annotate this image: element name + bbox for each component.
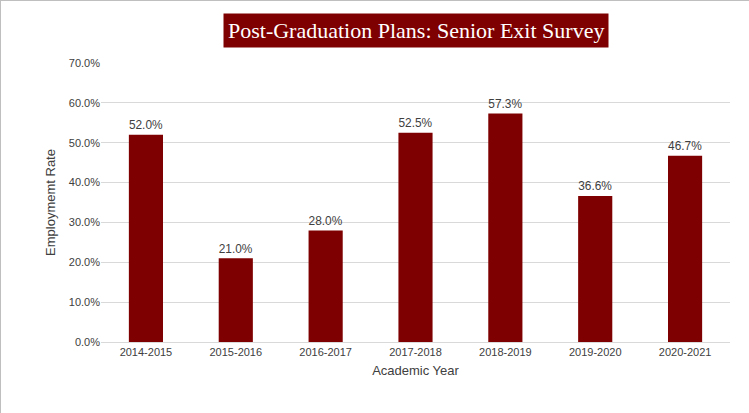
svg-text:28.0%: 28.0% xyxy=(309,214,343,228)
svg-text:60.0%: 60.0% xyxy=(69,97,100,109)
svg-text:2017-2018: 2017-2018 xyxy=(389,346,442,358)
svg-text:2019-2020: 2019-2020 xyxy=(569,346,622,358)
svg-text:20.0%: 20.0% xyxy=(69,256,100,268)
svg-text:Post-Graduation Plans: Senior: Post-Graduation Plans: Senior Exit Surve… xyxy=(228,18,604,43)
svg-text:30.0%: 30.0% xyxy=(69,216,100,228)
svg-text:0.0%: 0.0% xyxy=(75,336,100,348)
svg-text:46.7%: 46.7% xyxy=(668,139,702,153)
svg-text:40.0%: 40.0% xyxy=(69,176,100,188)
svg-text:Academic Year: Academic Year xyxy=(372,363,459,378)
svg-text:2020-2021: 2020-2021 xyxy=(659,346,712,358)
svg-text:2018-2019: 2018-2019 xyxy=(479,346,532,358)
svg-text:2014-2015: 2014-2015 xyxy=(120,346,173,358)
svg-text:36.6%: 36.6% xyxy=(578,179,612,193)
svg-text:21.0%: 21.0% xyxy=(219,242,253,256)
svg-text:57.3%: 57.3% xyxy=(488,97,522,111)
svg-text:10.0%: 10.0% xyxy=(69,296,100,308)
svg-text:Employmemt Rate: Employmemt Rate xyxy=(43,149,58,256)
svg-text:70.0%: 70.0% xyxy=(69,57,100,69)
svg-text:50.0%: 50.0% xyxy=(69,137,100,149)
svg-text:52.5%: 52.5% xyxy=(398,116,432,130)
svg-text:2015-2016: 2015-2016 xyxy=(209,346,262,358)
svg-text:2016-2017: 2016-2017 xyxy=(299,346,352,358)
svg-text:52.0%: 52.0% xyxy=(129,118,163,132)
